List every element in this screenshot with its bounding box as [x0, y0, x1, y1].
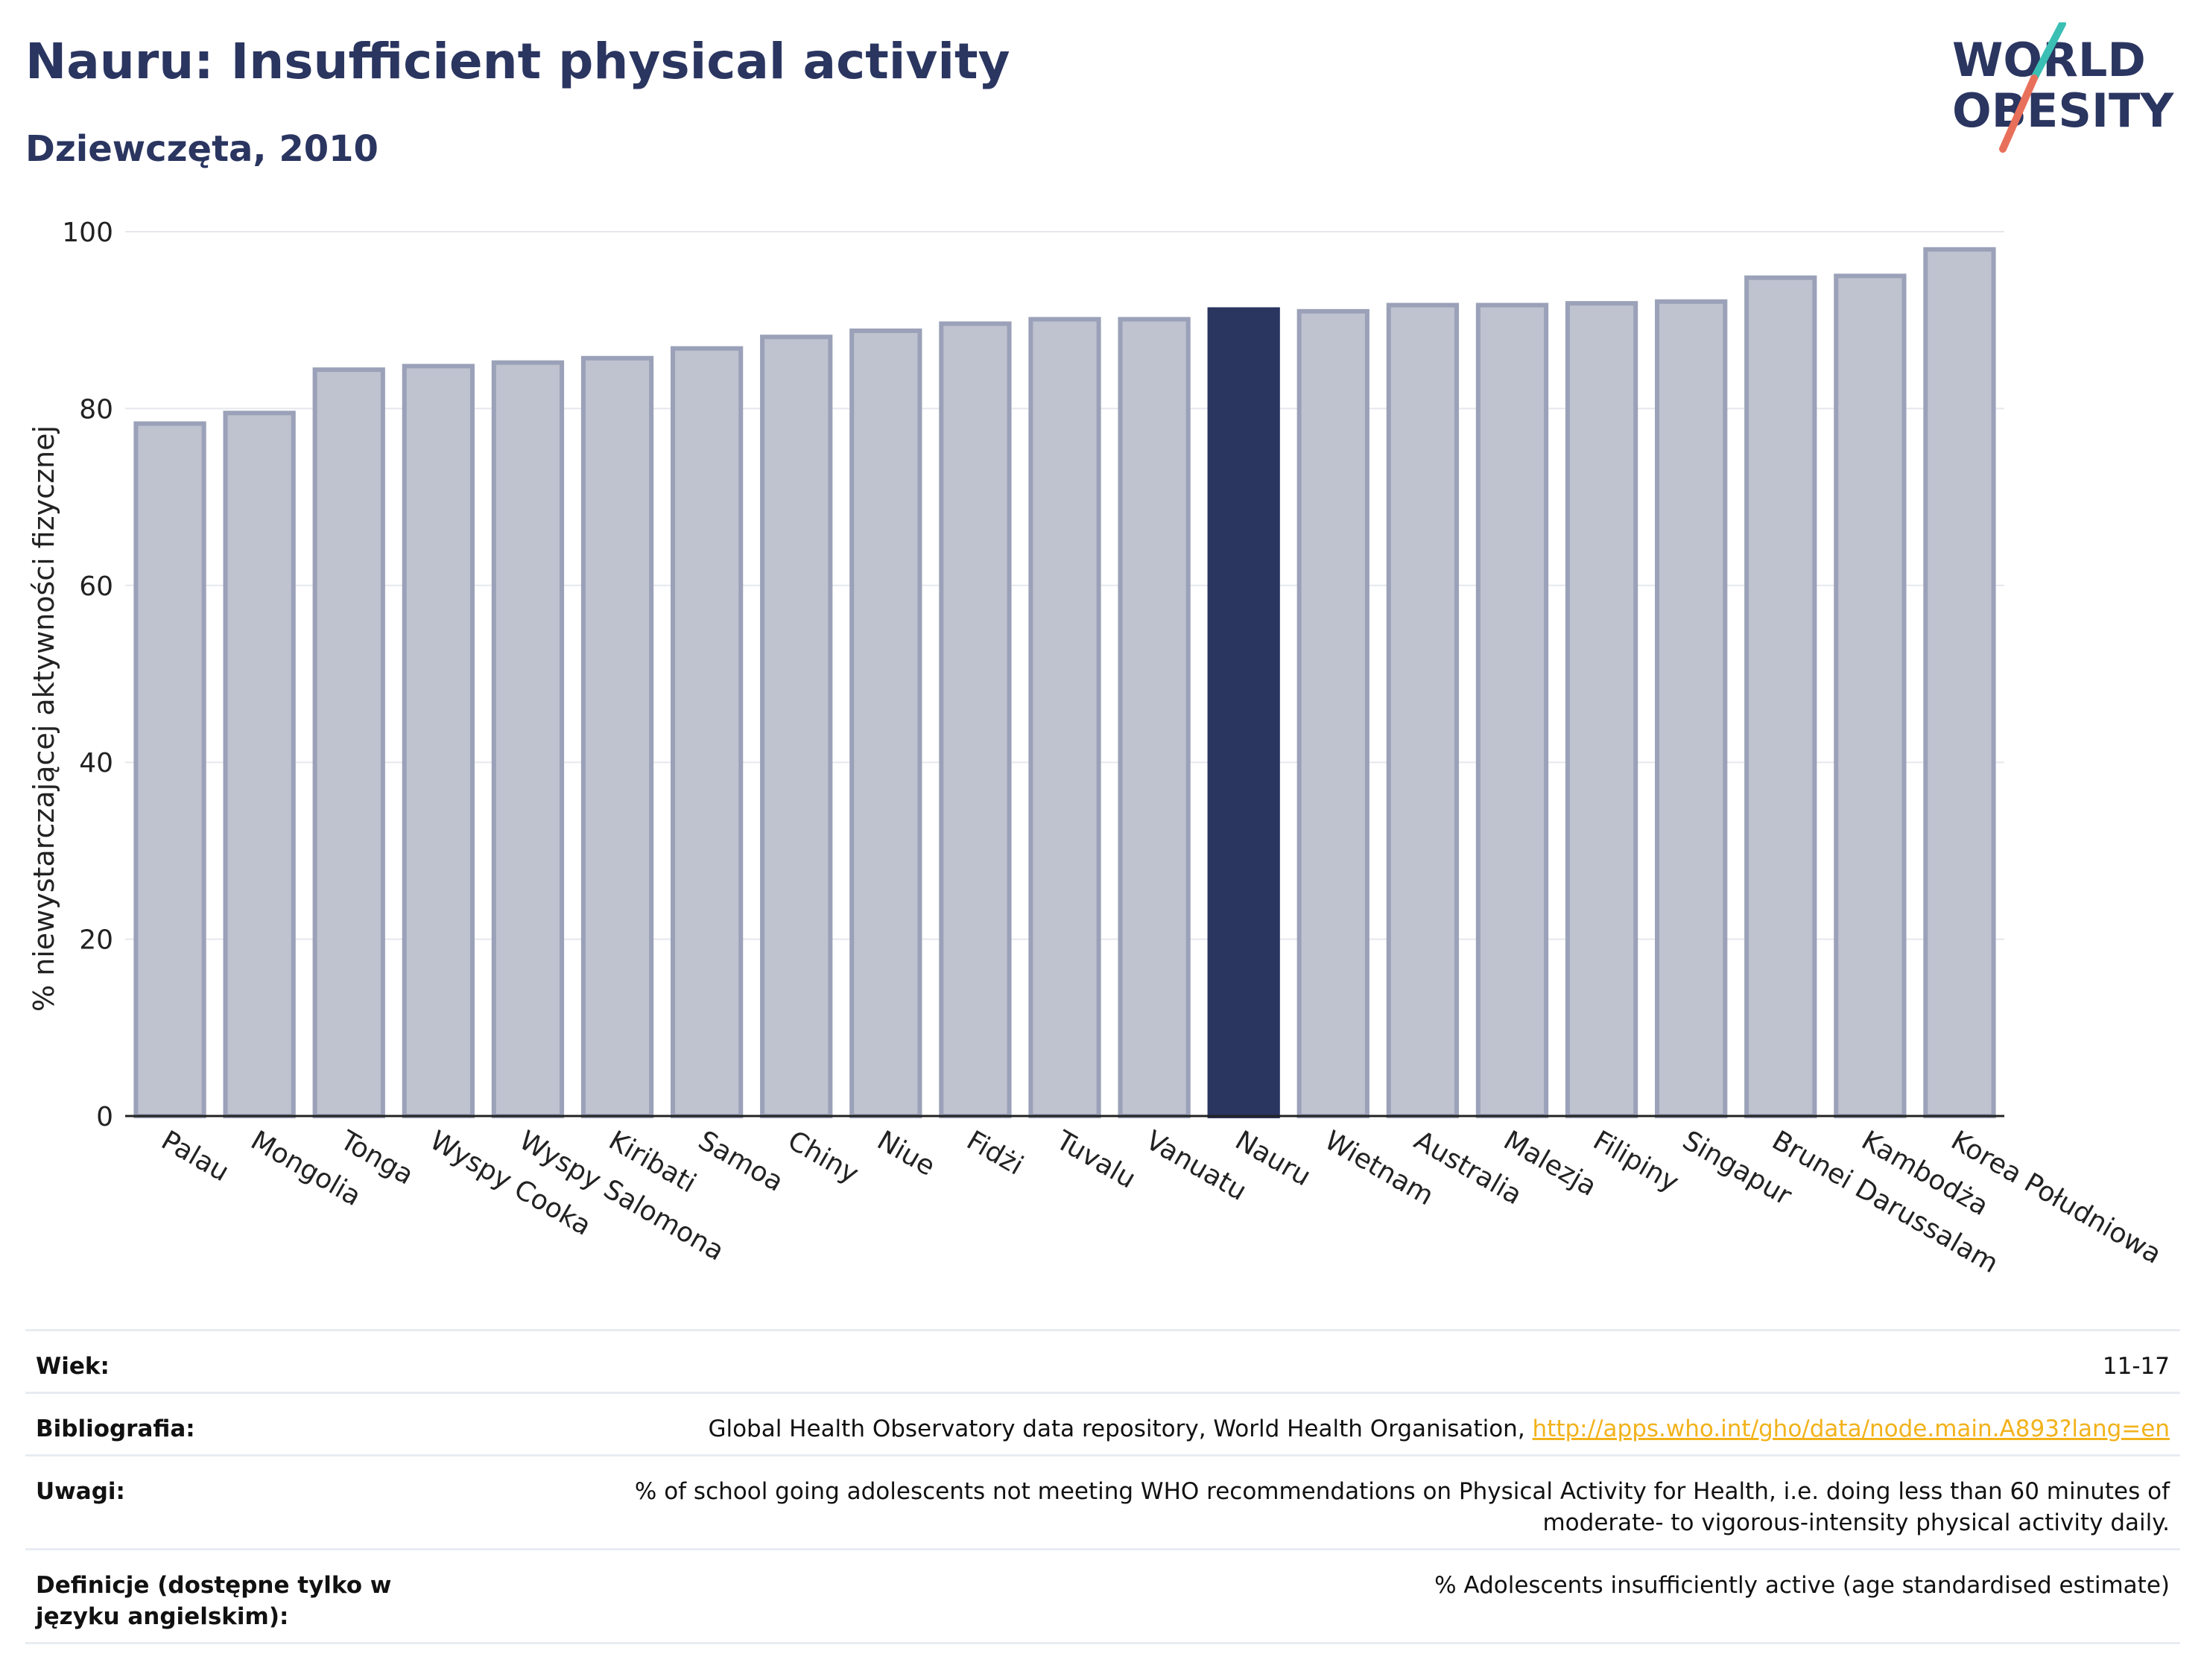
world-obesity-logo: WORLD OBESITY	[1952, 22, 2174, 153]
x-tick-label: Filipiny	[1588, 1125, 1684, 1198]
x-tick-label: Tuvalu	[1051, 1125, 1141, 1195]
bars	[133, 247, 1996, 1119]
bar-wyspy-salomona[interactable]	[491, 360, 565, 1118]
meta-row-definitions: Definicje (dostępne tylko w języku angie…	[25, 1548, 2180, 1644]
meta-row-age: Wiek: 11-17	[25, 1329, 2180, 1394]
bar-nauru[interactable]	[1207, 307, 1280, 1118]
meta-value-definitions: % Adolescents insufficiently active (age…	[1434, 1572, 2170, 1599]
bar-kiribati[interactable]	[580, 355, 654, 1118]
bar-mongolia[interactable]	[223, 411, 296, 1118]
bibliography-link[interactable]: http://apps.who.int/gho/data/node.main.A…	[1532, 1416, 2170, 1442]
y-tick-label: 80	[79, 394, 113, 425]
bar-tuvalu[interactable]	[1028, 317, 1101, 1119]
y-axis-label: % niewystarczającej aktywności fizycznej	[28, 425, 60, 1012]
bar-australia[interactable]	[1386, 302, 1460, 1118]
x-tick-label: Fidżi	[961, 1125, 1028, 1181]
bar-palau[interactable]	[133, 421, 206, 1118]
meta-row-bibliography: Bibliografia: Global Health Observatory …	[25, 1392, 2180, 1456]
y-tick-label: 0	[96, 1102, 113, 1132]
chart-title: Nauru: Insufficient physical activity	[25, 33, 1010, 90]
x-tick-label: Vanuatu	[1141, 1125, 1252, 1207]
meta-label-age: Wiek:	[36, 1353, 110, 1380]
y-tick-label: 40	[79, 748, 113, 779]
meta-label-notes: Uwagi:	[36, 1478, 125, 1505]
bar-brunei-darussalam[interactable]	[1744, 275, 1817, 1118]
chart-subtitle: Dziewczęta, 2010	[25, 128, 379, 170]
logo-slash-coral	[1999, 75, 2038, 153]
bibliography-text: Global Health Observatory data repositor…	[708, 1416, 1533, 1442]
bar-korea-południowa[interactable]	[1923, 247, 1996, 1118]
bar-samoa[interactable]	[670, 346, 744, 1119]
meta-bottom-rule	[25, 1642, 2180, 1644]
bar-wietnam[interactable]	[1296, 308, 1369, 1119]
x-tick-label: Samoa	[693, 1125, 788, 1198]
bar-filipiny[interactable]	[1565, 301, 1638, 1119]
bar-chiny[interactable]	[760, 335, 833, 1118]
meta-label-definitions: Definicje (dostępne tylko w języku angie…	[36, 1572, 392, 1630]
logo-slash-teal	[2030, 22, 2066, 82]
bar-vanuatu[interactable]	[1118, 317, 1191, 1119]
bar-wyspy-cooka[interactable]	[402, 364, 475, 1118]
bar-kambodża[interactable]	[1834, 273, 1907, 1119]
meta-value-notes: % of school going adolescents not meetin…	[634, 1478, 2170, 1536]
logo-line-obesity: OBESITY	[1952, 83, 2174, 138]
x-tick-label: Palau	[156, 1125, 235, 1188]
y-tick-label: 20	[79, 925, 113, 956]
bar-malezja[interactable]	[1475, 302, 1549, 1118]
bar-niue[interactable]	[849, 328, 922, 1119]
bar-singapur[interactable]	[1655, 299, 1728, 1119]
x-tick-label: Niue	[872, 1125, 940, 1182]
meta-row-notes: Uwagi: % of school going adolescents not…	[25, 1454, 2180, 1550]
bar-fidżi[interactable]	[939, 321, 1012, 1118]
y-tick-label: 100	[62, 218, 113, 248]
y-tick-label: 60	[79, 571, 113, 602]
bar-tonga[interactable]	[312, 367, 385, 1118]
meta-value-age: 11-17	[2102, 1353, 2170, 1380]
meta-value-bibliography: Global Health Observatory data repositor…	[605, 1413, 2170, 1445]
x-tick-label: Chiny	[782, 1125, 864, 1190]
meta-label-bibliography: Bibliografia:	[36, 1416, 195, 1442]
